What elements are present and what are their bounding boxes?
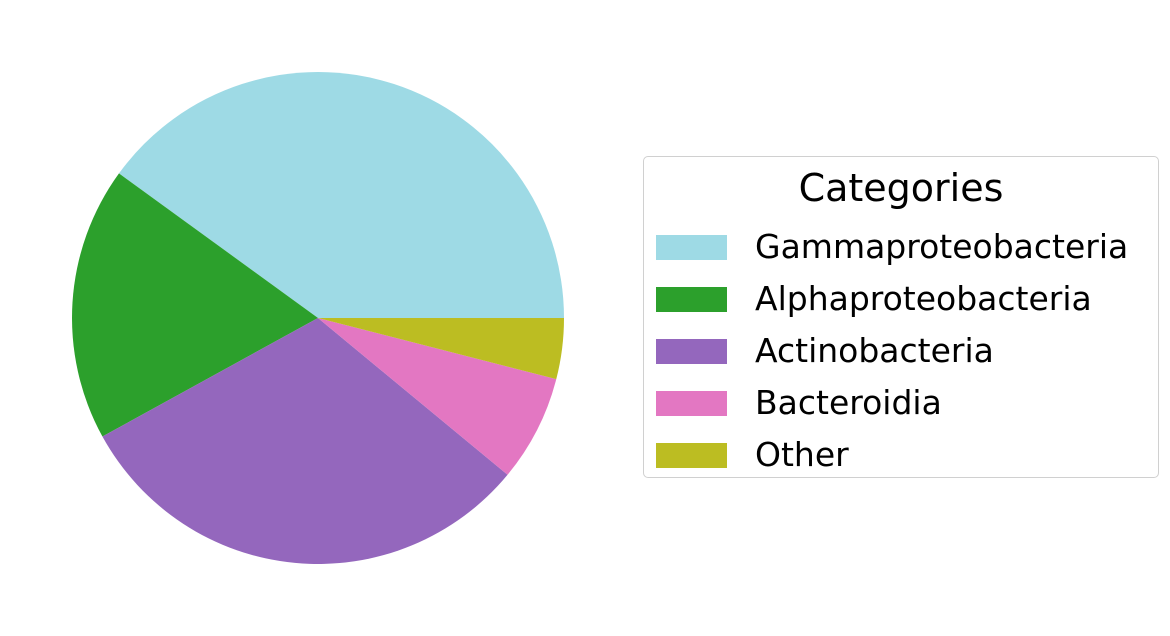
pie-slice-bacteroidia	[318, 318, 557, 475]
legend-label-actinobacteria: Actinobacteria	[755, 331, 994, 370]
legend-swatch-gammaproteobacteria	[656, 234, 727, 260]
legend-swatch-other	[656, 442, 727, 468]
legend-swatch-alphaproteobacteria	[656, 286, 727, 312]
pie-slice-actinobacteria	[102, 318, 508, 565]
legend-label-bacteroidia: Bacteroidia	[755, 383, 942, 422]
legend-label-gammaproteobacteria: Gammaproteobacteria	[755, 227, 1129, 266]
legend-item-gammaproteobacteria: Gammaproteobacteria	[656, 221, 1128, 273]
legend-label-other: Other	[755, 435, 849, 474]
pie-slices	[71, 71, 564, 565]
pie-slice-alphaproteobacteria	[71, 173, 318, 437]
legend-item-bacteroidia: Bacteroidia	[656, 377, 1128, 429]
pie-slice-other	[318, 318, 564, 380]
legend-swatch-bacteroidia	[656, 390, 727, 416]
legend-title: Categories	[798, 166, 1004, 210]
legend: Categories Gammaproteobacteria Alphaprot…	[643, 156, 1159, 478]
legend-swatch-actinobacteria	[656, 338, 727, 364]
legend-list: Gammaproteobacteria Alphaproteobacteria …	[656, 221, 1128, 481]
pie-slice-gammaproteobacteria	[118, 71, 564, 318]
legend-item-alphaproteobacteria: Alphaproteobacteria	[656, 273, 1128, 325]
legend-item-other: Other	[656, 429, 1128, 481]
legend-item-actinobacteria: Actinobacteria	[656, 325, 1128, 377]
legend-label-alphaproteobacteria: Alphaproteobacteria	[755, 279, 1092, 318]
